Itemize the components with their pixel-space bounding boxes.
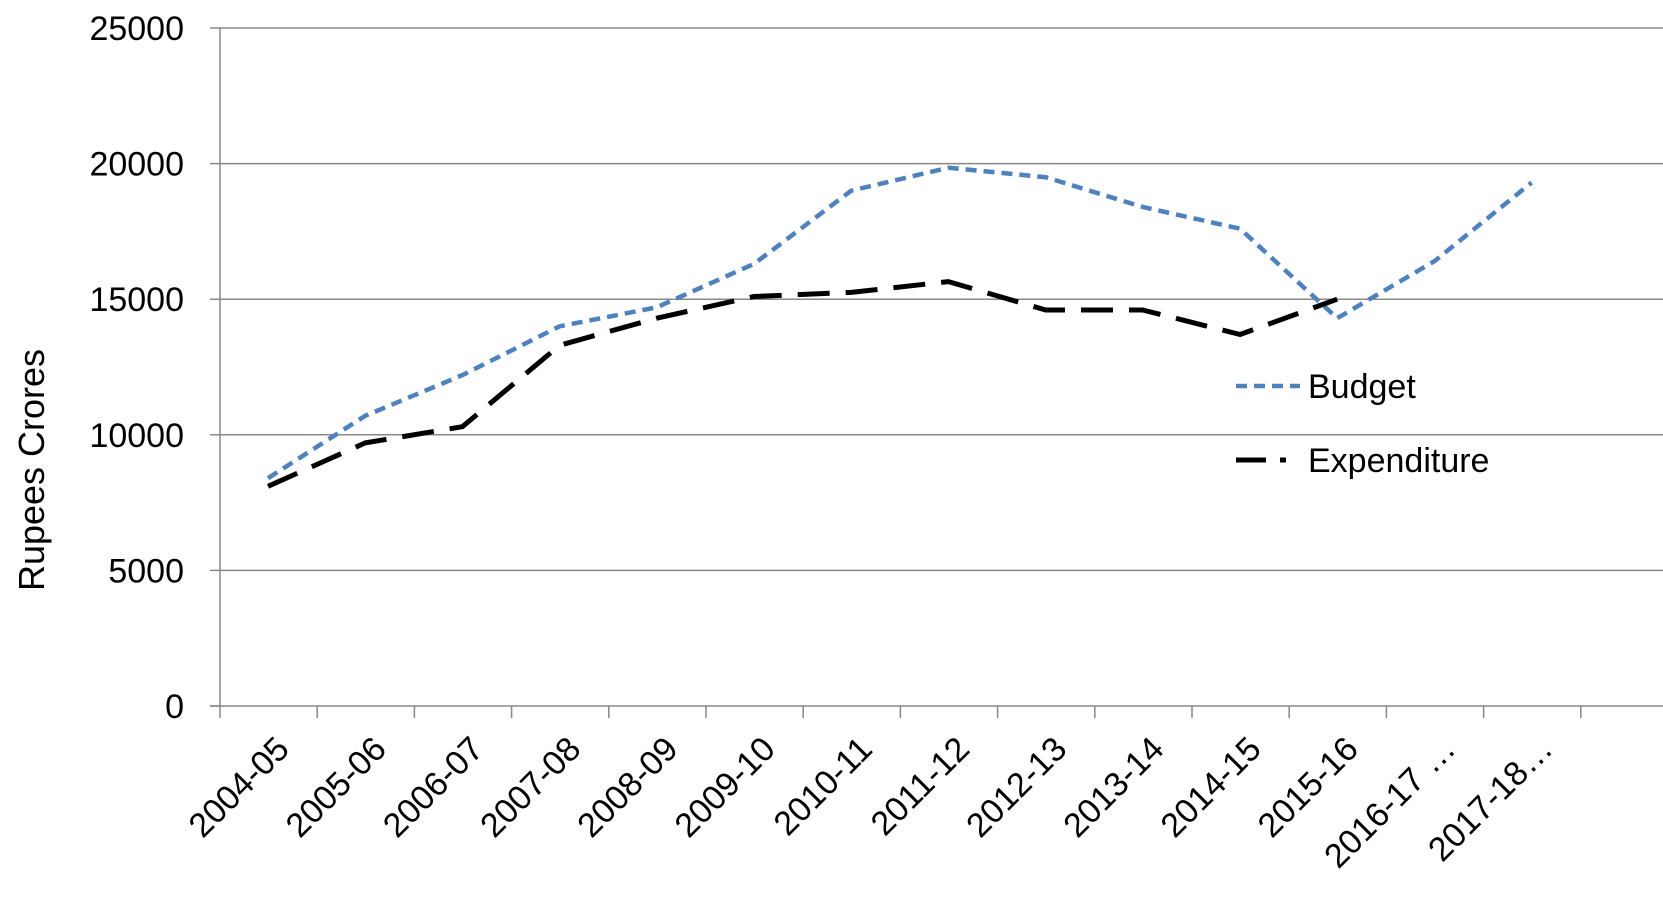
x-tick-label: 2004-05: [182, 730, 297, 845]
x-tick-label: 2009-10: [668, 730, 783, 845]
x-tick-label: 2006-07: [376, 730, 491, 845]
series-lines: [266, 165, 1534, 489]
y-axis-title: Rupees Crores: [11, 349, 52, 591]
legend: Budget Expenditure: [1236, 368, 1489, 480]
x-tick-label: 2011-12: [864, 730, 977, 843]
y-tick-label: 10000: [89, 417, 184, 455]
y-tick-labels: 0 5000 10000 15000 20000 25000: [89, 10, 184, 726]
legend-label-expenditure: Expenditure: [1308, 442, 1489, 480]
y-tick-label: 25000: [89, 10, 184, 48]
x-tick-label: 2005-06: [279, 730, 394, 845]
legend-label-budget: Budget: [1308, 368, 1416, 406]
y-tick-label: 0: [165, 688, 184, 726]
series-line-budget: [266, 165, 1534, 481]
x-tick-labels: 2004-052005-062006-072007-082008-092009-…: [182, 730, 1561, 876]
x-tick-label: 2008-09: [570, 730, 685, 845]
series-line-expenditure: [266, 279, 1339, 489]
x-tick-label: 2013-14: [1056, 730, 1171, 845]
axes: [210, 27, 1663, 718]
x-tick-label: 2010-11: [767, 730, 880, 843]
y-tick-label: 5000: [108, 552, 184, 590]
gridlines: [220, 27, 1663, 572]
x-tick-label: 2007-08: [473, 730, 588, 845]
y-tick-label: 15000: [89, 281, 184, 319]
x-tick-label: 2014-15: [1154, 730, 1269, 845]
y-tick-label: 20000: [89, 146, 184, 184]
x-tick-label: 2012-13: [959, 730, 1074, 845]
